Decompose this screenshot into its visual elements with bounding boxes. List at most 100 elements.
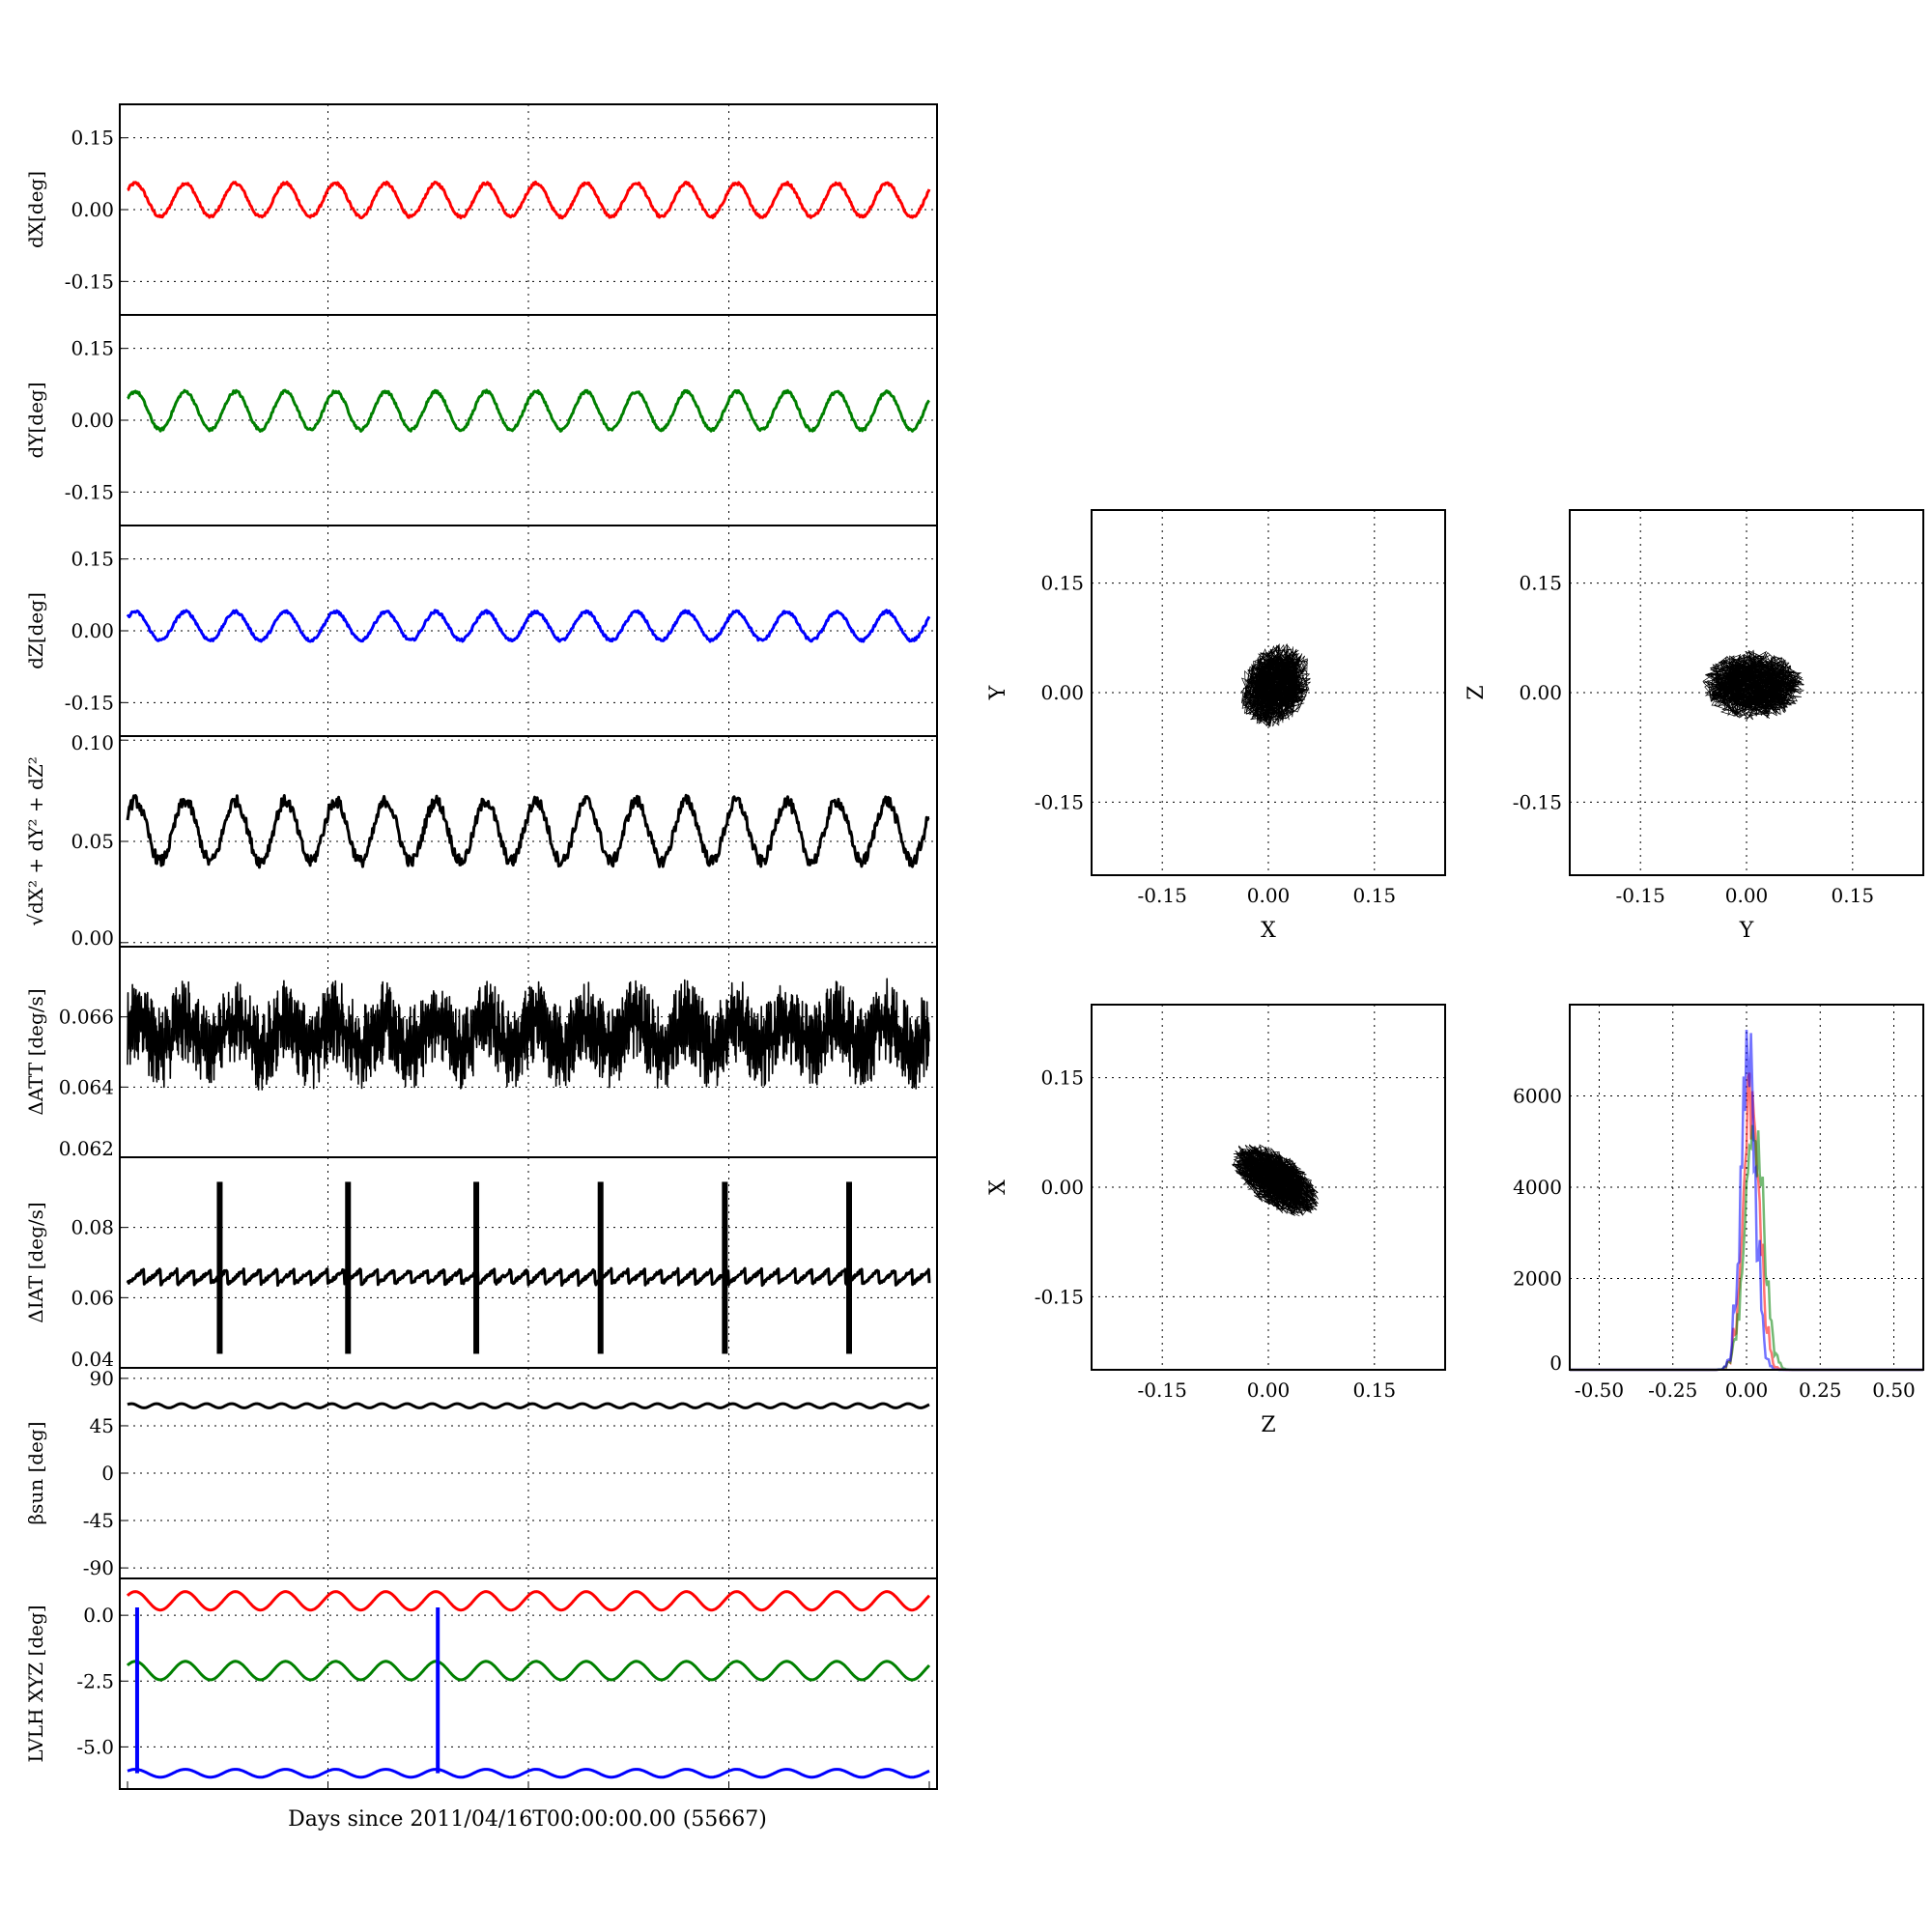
y-tick-label: 0.10 <box>71 731 114 754</box>
x-tick-label: 0.00 <box>1725 884 1769 907</box>
series-line <box>126 1590 931 1612</box>
trajectory-line <box>1231 1144 1319 1217</box>
spike-mark <box>846 1181 852 1354</box>
panel-norm: 0.10 0.05 0.00 √dX² + dY² + dZ² <box>24 731 938 950</box>
y-tick-label: 0.0 <box>83 1604 114 1627</box>
panel-zx: -0.15 0.00 0.15 0.15 0.00 -0.15 Z X <box>986 1004 1446 1437</box>
x-axis-label: Z <box>1261 1413 1275 1437</box>
panel-xy: -0.15 0.00 0.15 0.15 0.00 -0.15 X Y <box>986 509 1446 943</box>
axes-frame <box>1091 1004 1446 1371</box>
y-tick-label: -0.15 <box>65 480 114 503</box>
panel-dz: 0.15 0.00 -0.15 dZ[deg] <box>24 525 938 737</box>
y-tick-label: 0.064 <box>59 1075 114 1098</box>
y-axis-label: Z <box>1464 685 1489 699</box>
y-tick-label: 0.00 <box>1519 681 1562 704</box>
panel-beta: 90 45 0 -45 -90 βsun [deg] <box>24 1367 938 1579</box>
spike-mark <box>473 1181 480 1354</box>
series-line <box>127 1768 930 1779</box>
y-axis-label: LVLH XYZ [deg] <box>24 1605 47 1762</box>
y-tick-label: 6000 <box>1513 1085 1562 1108</box>
y-tick-label: 0.05 <box>71 830 114 853</box>
axes-frame <box>1569 1004 1924 1371</box>
y-tick-label: 0.066 <box>59 1006 114 1029</box>
y-tick-label: 0 <box>1549 1351 1562 1375</box>
y-tick-label: 0 <box>101 1462 114 1485</box>
y-tick-label: 0.00 <box>71 198 114 221</box>
y-tick-label: 0.00 <box>1040 681 1084 704</box>
y-axis-label: dX[deg] <box>24 171 47 248</box>
x-tick-label: -0.25 <box>1648 1378 1697 1402</box>
y-tick-label: 2000 <box>1513 1267 1562 1291</box>
y-tick-label: 0.00 <box>1040 1176 1084 1199</box>
panel-dx: 0.15 0.00 -0.15 dX[deg] <box>24 103 938 316</box>
x-tick-label: 0.15 <box>1353 884 1397 907</box>
y-tick-label: 0.15 <box>71 337 114 360</box>
y-tick-label: 0.00 <box>71 619 114 642</box>
y-tick-label: 0.15 <box>1519 572 1562 595</box>
spike-mark <box>597 1181 604 1354</box>
y-tick-label: 0.08 <box>71 1216 114 1239</box>
y-tick-label: -2.5 <box>76 1669 114 1692</box>
x-tick-label: 0.15 <box>1832 884 1875 907</box>
y-tick-label: -0.15 <box>1513 790 1562 813</box>
y-tick-label: 0.062 <box>59 1137 114 1160</box>
y-tick-label: 0.00 <box>71 409 114 432</box>
y-tick-label: -0.15 <box>65 270 114 293</box>
panel-dy: 0.15 0.00 -0.15 dY[deg] <box>24 314 938 526</box>
y-axis-label: Y <box>986 685 1010 700</box>
x-tick-label: 0.00 <box>1247 1378 1291 1402</box>
panel-yz: -0.15 0.00 0.15 0.15 0.00 -0.15 Y Z <box>1464 509 1924 943</box>
series-line <box>126 1660 931 1682</box>
y-tick-label: -0.15 <box>65 691 114 714</box>
y-tick-label: 0.15 <box>71 127 114 150</box>
panel-diat: 0.08 0.06 0.04 ΔIAT [deg/s] <box>24 1156 938 1371</box>
y-axis-label: X <box>986 1179 1010 1195</box>
trajectory-line <box>1702 649 1804 721</box>
y-tick-label: 45 <box>90 1414 114 1437</box>
y-axis-label: ΔATT [deg/s] <box>24 988 47 1115</box>
y-tick-label: 0.06 <box>71 1286 114 1309</box>
series-line <box>126 793 930 869</box>
spike-mark <box>345 1181 352 1354</box>
y-axis-label: dZ[deg] <box>24 592 47 669</box>
series-line <box>127 180 931 220</box>
axes-frame <box>1091 509 1446 876</box>
trajectory-line <box>1240 642 1312 727</box>
y-tick-label: 90 <box>90 1367 114 1390</box>
x-axis-label: X <box>1261 919 1276 943</box>
x-tick-label: -0.50 <box>1575 1378 1624 1402</box>
spike-mark <box>216 1181 223 1354</box>
x-tick-label: -0.15 <box>1138 1378 1187 1402</box>
y-tick-label: -5.0 <box>76 1735 114 1758</box>
y-tick-label: -0.15 <box>1035 1285 1084 1308</box>
y-tick-label: 0.15 <box>1040 1066 1084 1090</box>
x-tick-label: -0.15 <box>1616 884 1665 907</box>
y-axis-label: βsun [deg] <box>24 1422 47 1525</box>
y-tick-label: 0.04 <box>71 1348 114 1371</box>
x-tick-label: 0.00 <box>1725 1378 1769 1402</box>
series-line <box>127 388 930 433</box>
panel-lvlh: 0.0 -2.5 -5.0 LVLH XYZ [deg] <box>24 1577 938 1790</box>
x-tick-label: -0.15 <box>1138 884 1187 907</box>
spike-mark <box>722 1181 728 1354</box>
y-tick-label: 0.15 <box>1040 572 1084 595</box>
y-tick-label: 0.00 <box>71 926 114 950</box>
axes-frame <box>1569 509 1924 876</box>
y-tick-label: -90 <box>83 1556 114 1579</box>
y-axis-label: dY[deg] <box>24 382 47 458</box>
y-tick-label: 0.15 <box>71 548 114 571</box>
x-tick-label: 0.50 <box>1872 1378 1916 1402</box>
x-tick-label: 0.15 <box>1353 1378 1397 1402</box>
x-tick-label: 0.25 <box>1799 1378 1842 1402</box>
y-tick-label: -0.15 <box>1035 790 1084 813</box>
y-tick-label: 4000 <box>1513 1176 1562 1199</box>
series-line <box>127 1402 930 1409</box>
axes-frame <box>119 1156 938 1369</box>
x-axis-label: Y <box>1739 919 1754 943</box>
figure-xlabel: Days since 2011/04/16T00:00:00.00 (55667… <box>288 1807 767 1832</box>
y-tick-label: -45 <box>83 1509 114 1532</box>
panel-hist: -0.50 -0.25 0.00 0.25 0.50 6000 4000 2000 0 <box>1513 1004 1924 1402</box>
x-tick-label: 0.00 <box>1247 884 1291 907</box>
series-line <box>126 609 931 643</box>
